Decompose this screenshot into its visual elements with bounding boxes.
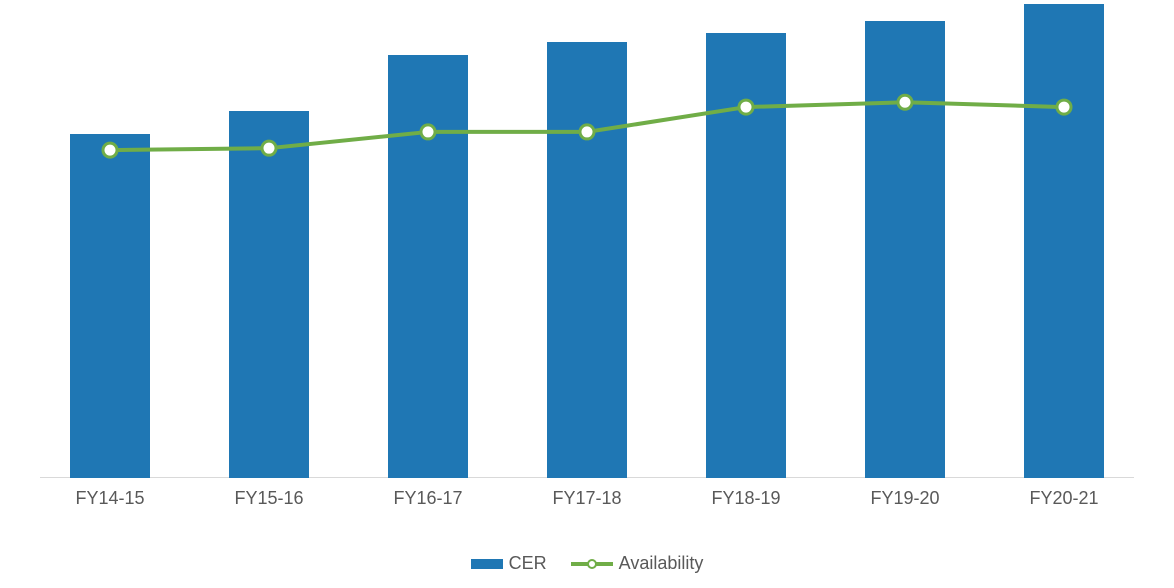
x-axis-label: FY16-17: [393, 488, 462, 509]
legend-swatch-line: [571, 557, 613, 571]
combo-chart: FY14-15 FY15-16 FY16-17 FY17-18 FY18-19 FY19-…: [0, 0, 1174, 588]
x-axis-label: FY15-16: [234, 488, 303, 509]
availability-marker: [898, 95, 912, 109]
x-axis-label: FY20-21: [1029, 488, 1098, 509]
x-axis-label: FY17-18: [552, 488, 621, 509]
availability-marker: [421, 125, 435, 139]
availability-marker: [739, 100, 753, 114]
x-axis-label: FY14-15: [75, 488, 144, 509]
x-axis-label: FY18-19: [711, 488, 780, 509]
legend-label-availability: Availability: [619, 553, 704, 574]
x-axis-labels: FY14-15 FY15-16 FY16-17 FY17-18 FY18-19 FY19-…: [30, 488, 1144, 518]
legend: CER Availability: [0, 553, 1174, 574]
plot-area: [30, 0, 1144, 478]
legend-label-cer: CER: [509, 553, 547, 574]
availability-marker: [103, 143, 117, 157]
availability-marker: [262, 141, 276, 155]
x-axis-label: FY19-20: [870, 488, 939, 509]
legend-swatch-bar: [471, 559, 503, 569]
legend-item-cer: CER: [471, 553, 547, 574]
legend-item-availability: Availability: [571, 553, 704, 574]
availability-marker: [1057, 100, 1071, 114]
line-overlay: [30, 0, 1144, 478]
availability-marker: [580, 125, 594, 139]
